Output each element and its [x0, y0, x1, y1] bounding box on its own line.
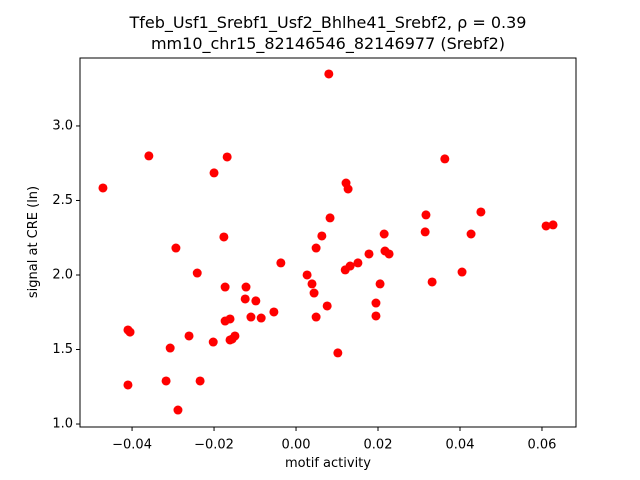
point	[325, 213, 335, 223]
point	[123, 380, 133, 390]
point	[311, 243, 321, 253]
point	[240, 294, 250, 304]
point	[371, 298, 381, 308]
point	[220, 316, 230, 326]
plot-frame	[79, 57, 577, 428]
x-tick-label: −0.02	[194, 438, 234, 453]
point	[208, 337, 218, 347]
point	[457, 267, 467, 277]
point	[309, 288, 319, 298]
point	[379, 229, 389, 239]
point	[144, 151, 154, 161]
y-tick-label: 3.0	[52, 118, 73, 133]
x-axis-label: motif activity	[285, 456, 371, 471]
y-tick-label: 2.0	[52, 267, 73, 282]
point	[98, 183, 108, 193]
y-tick-label: 2.5	[52, 193, 73, 208]
point	[302, 270, 312, 280]
point	[251, 296, 261, 306]
x-tick-label: 0.00	[282, 438, 311, 453]
point	[324, 69, 334, 79]
point	[311, 312, 321, 322]
point	[466, 229, 476, 239]
point	[322, 301, 332, 311]
point	[173, 405, 183, 415]
y-tick-label: 1.5	[52, 342, 73, 357]
chart-subtitle: mm10_chr15_82146546_82146977 (Srebf2)	[151, 34, 505, 54]
point	[541, 221, 551, 231]
point	[219, 232, 229, 242]
point	[548, 220, 558, 230]
point	[192, 268, 202, 278]
point	[371, 311, 381, 321]
y-axis-label: signal at CRE (ln)	[26, 186, 41, 298]
point	[384, 249, 394, 259]
point	[220, 282, 230, 292]
point	[209, 168, 219, 178]
point	[421, 210, 431, 220]
x-tick-label: 0.02	[364, 438, 393, 453]
point	[246, 312, 256, 322]
point	[276, 258, 286, 268]
point	[165, 343, 175, 353]
x-tick-label: 0.04	[446, 438, 475, 453]
point	[184, 331, 194, 341]
point	[343, 184, 353, 194]
point	[269, 307, 279, 317]
x-tick-label: −0.04	[112, 438, 152, 453]
point	[353, 258, 363, 268]
chart-title: Tfeb_Usf1_Srebf1_Usf2_Bhlhe41_Srebf2, ρ …	[129, 13, 527, 33]
point	[161, 376, 171, 386]
point	[222, 152, 232, 162]
point	[375, 279, 385, 289]
point	[476, 207, 486, 217]
point	[195, 376, 205, 386]
point	[440, 154, 450, 164]
point	[171, 243, 181, 253]
y-tick-label: 1.0	[52, 417, 73, 432]
point	[241, 282, 251, 292]
x-tick-label: 0.06	[528, 438, 557, 453]
point	[225, 335, 235, 345]
point	[256, 313, 266, 323]
point	[420, 227, 430, 237]
point	[364, 249, 374, 259]
point	[333, 348, 343, 358]
point	[427, 277, 437, 287]
point	[340, 265, 350, 275]
point	[307, 279, 317, 289]
point	[317, 231, 327, 241]
point	[125, 327, 135, 337]
